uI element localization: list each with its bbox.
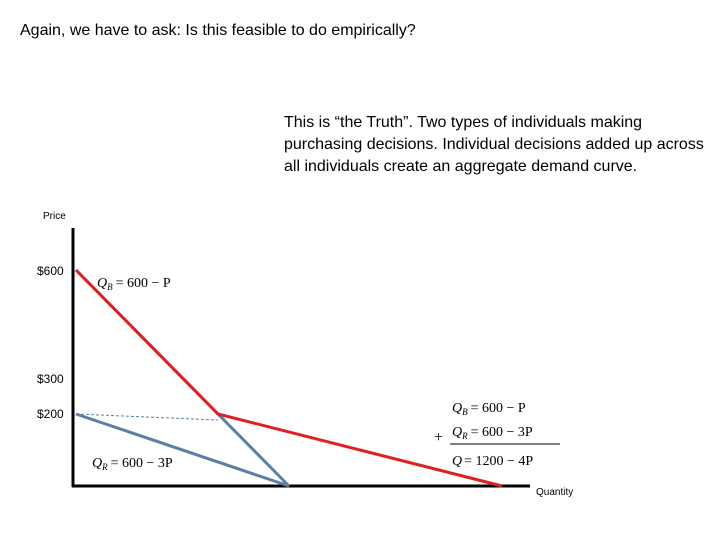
y-axis-label: Price bbox=[43, 211, 66, 222]
series-line-r bbox=[75, 412, 290, 488]
x-axis-label: Quantity bbox=[536, 487, 573, 498]
sum-line-b: QB = 600 − P bbox=[452, 401, 526, 417]
sum-plus: + bbox=[434, 429, 443, 446]
curve-label-r: QR = 600 − 3P bbox=[92, 456, 173, 472]
sum-box: QB = 600 − P + QR = 600 − 3P Q = 1200 − 4P bbox=[434, 401, 560, 469]
slide-title: Again, we have to ask: Is this feasible … bbox=[20, 22, 416, 39]
sum-total: Q = 1200 − 4P bbox=[452, 454, 533, 469]
tick-label-200: $200 bbox=[37, 407, 64, 421]
sum-line-r: QR = 600 − 3P bbox=[452, 425, 533, 441]
tick-label-300: $300 bbox=[37, 372, 64, 386]
slide-note: This is “the Truth”. Two types of indivi… bbox=[284, 114, 704, 175]
series-layer bbox=[74, 268, 503, 488]
guide-line-200 bbox=[75, 413, 219, 421]
series-line-aggregate bbox=[74, 268, 503, 488]
tick-label-600: $600 bbox=[37, 264, 64, 278]
curve-label-b: QB = 600 − P bbox=[97, 276, 171, 292]
chart-axes bbox=[71, 228, 530, 488]
